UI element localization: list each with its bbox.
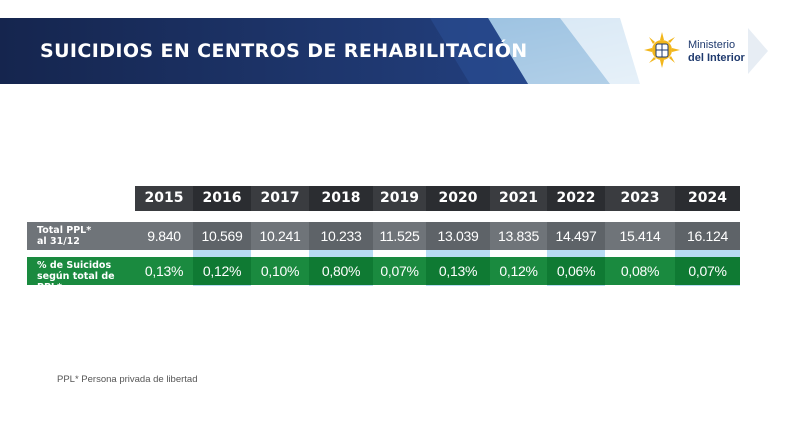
row-label-total-ppl-text: Total PPL* al 31/12 [37,225,92,247]
logo-text-del-interior: del Interior [688,52,745,64]
year-2022: 2022 [547,186,605,211]
ministerio-logo: Ministerio del Interior [642,30,762,74]
page-title: SUICIDIOS EN CENTROS DE REHABILITACIÓN [40,40,528,62]
row-label-pct-suicidios-text: % de Suicidos según total de PPL* [37,260,115,293]
cell-ppl-2017: 10.241 [259,228,301,244]
row-label-total-ppl: Total PPL* al 31/12 [37,225,137,247]
cell-ppl-2021: 13.835 [497,228,540,244]
year-2017: 2017 [260,190,300,206]
year-2023: 2023 [620,190,660,206]
year-2024: 2024 [675,186,740,211]
table-row-pct-suicidios: % de Suicidos según total de PPL* 0,13% … [27,257,740,293]
cell-ppl-2020: 13.039 [426,222,490,250]
cell-ppl-2024: 16.124 [675,222,740,250]
cell-ppl-2022: 14.497 [547,222,605,250]
year-2021: 2021 [499,190,538,206]
cell-ppl-2023: 15.414 [619,228,661,244]
cell-pct-2015: 0,13% [144,263,184,279]
year-2015: 2015 [144,190,184,206]
cell-ppl-2018: 10.233 [309,222,373,250]
table-row-total-ppl: Total PPL* al 31/12 9.840 10.569 10.241 … [27,222,740,250]
cell-pct-2022: 0,06% [547,257,605,285]
cell-pct-2023: 0,08% [620,263,660,279]
logo-text-ministerio: Ministerio [688,39,736,51]
data-table: 2015 2016 2017 2018 2019 2020 2021 2022 … [27,186,740,293]
uruguay-sun-emblem-icon [644,32,680,68]
cell-ppl-2016: 10.569 [193,222,251,250]
year-2020: 2020 [426,186,490,211]
cell-pct-2024: 0,07% [675,257,740,285]
year-2018: 2018 [309,186,373,211]
row-label-pct-suicidios: % de Suicidos según total de PPL* [37,260,137,293]
row-spacer [135,211,740,222]
cell-pct-2020: 0,13% [426,257,490,285]
cell-pct-2017: 0,10% [260,263,300,279]
cell-pct-2021: 0,12% [499,263,538,279]
cell-pct-2019: 0,07% [380,263,419,279]
cell-ppl-2015: 9.840 [147,228,181,244]
cell-ppl-2019: 11.525 [379,228,420,244]
year-2016: 2016 [193,186,251,211]
cell-pct-2018: 0,80% [309,257,373,285]
cell-pct-2016: 0,12% [193,257,251,285]
year-2019: 2019 [380,190,419,206]
footnote: PPL* Persona privada de libertad [57,374,198,385]
